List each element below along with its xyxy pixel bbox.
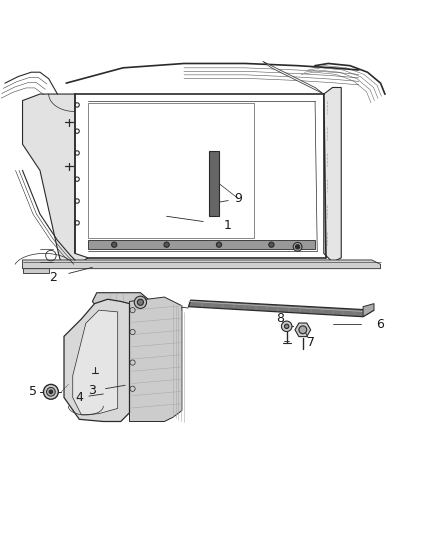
Circle shape [282,321,292,332]
FancyBboxPatch shape [91,352,100,362]
Polygon shape [64,299,130,422]
FancyBboxPatch shape [88,240,315,249]
Polygon shape [73,310,118,415]
Polygon shape [92,293,153,312]
Circle shape [295,245,300,249]
Polygon shape [263,61,324,94]
Circle shape [49,390,53,393]
Text: 3: 3 [88,384,96,398]
Circle shape [269,242,274,247]
Circle shape [46,387,55,396]
FancyBboxPatch shape [209,151,219,216]
Circle shape [299,326,307,334]
Polygon shape [295,323,311,337]
Polygon shape [22,94,88,266]
Circle shape [164,242,169,247]
Circle shape [112,242,117,247]
Text: 9: 9 [235,192,243,205]
Polygon shape [324,87,341,262]
Circle shape [138,299,144,305]
FancyBboxPatch shape [86,344,104,367]
Text: 1: 1 [224,219,232,231]
Text: 4: 4 [75,391,83,404]
FancyBboxPatch shape [141,367,162,386]
Polygon shape [22,260,381,269]
Circle shape [43,384,58,399]
Text: 7: 7 [307,336,314,350]
Circle shape [285,324,289,328]
FancyBboxPatch shape [22,268,49,273]
Polygon shape [130,297,182,422]
Text: 2: 2 [49,271,57,284]
Text: 6: 6 [377,318,385,330]
Text: 8: 8 [276,312,284,325]
Circle shape [134,296,147,309]
Circle shape [216,242,222,247]
Text: 5: 5 [29,385,37,398]
Circle shape [293,243,302,251]
Polygon shape [363,304,374,317]
Polygon shape [188,300,374,317]
FancyBboxPatch shape [136,330,162,352]
